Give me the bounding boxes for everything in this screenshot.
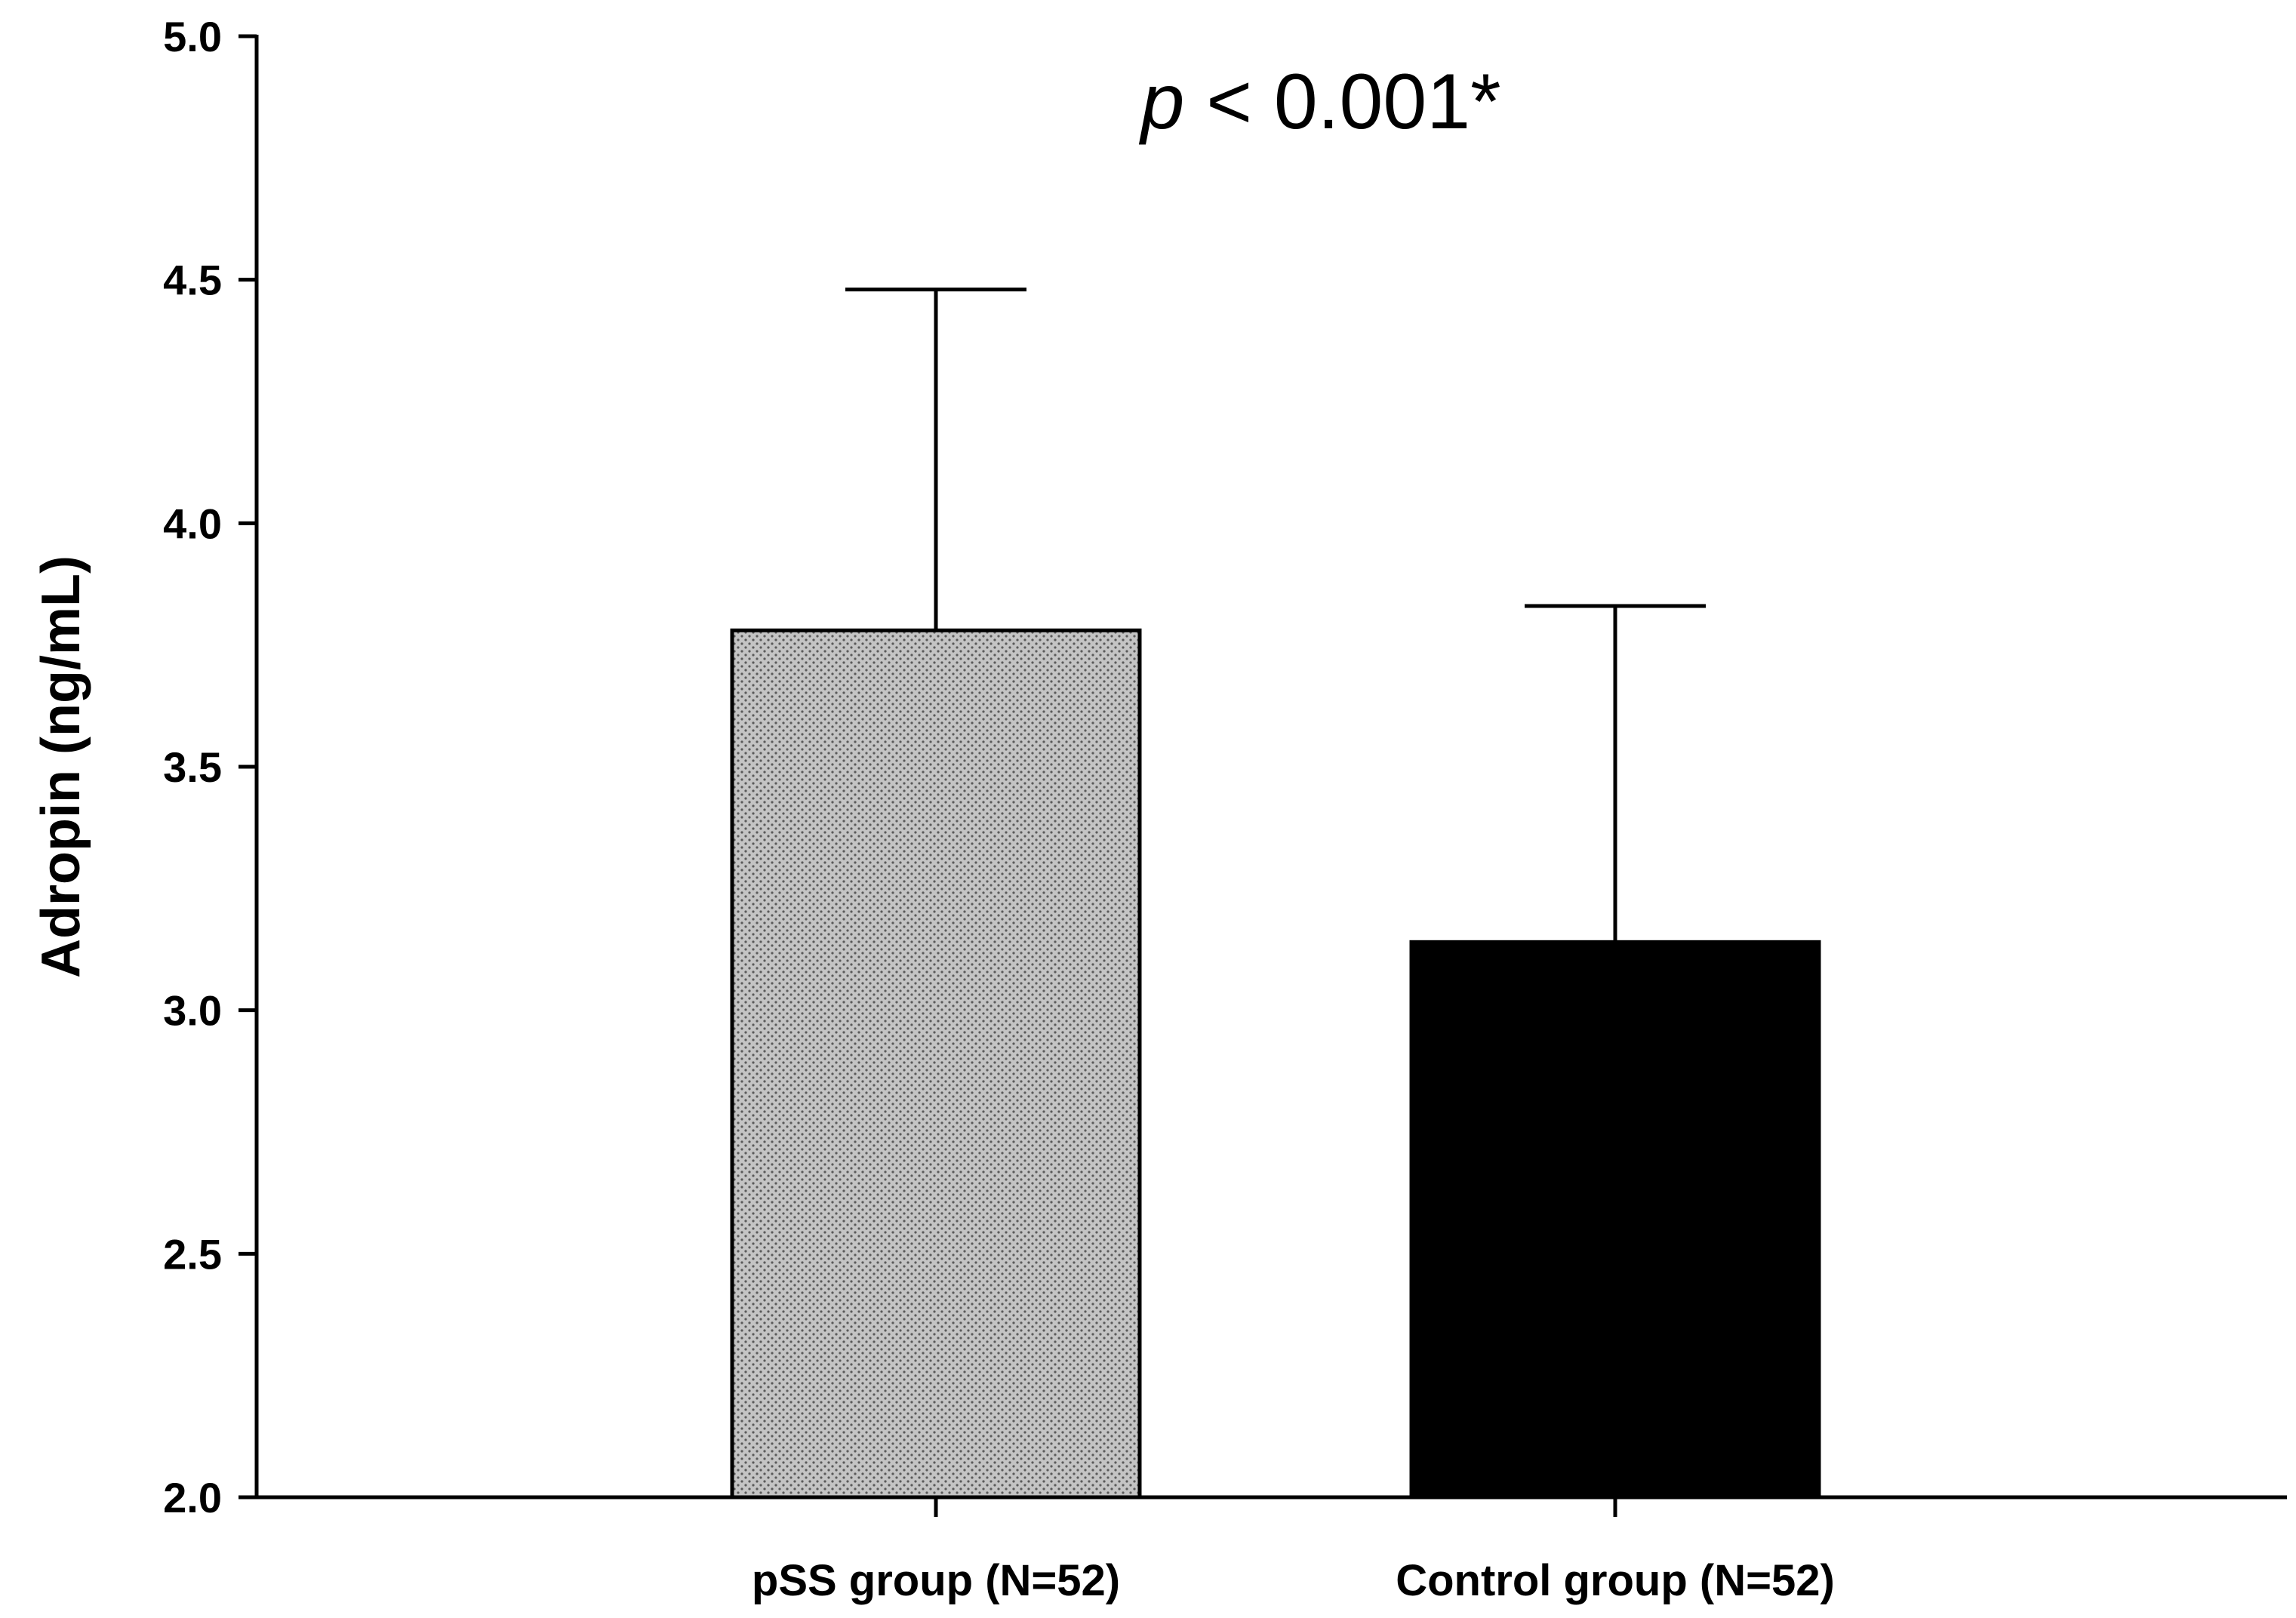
- y-tick-label: 3.5: [163, 743, 222, 791]
- y-ticks: 2.0 2.5 3.0 3.5 4.0 4.5 5.0: [163, 13, 257, 1521]
- annotation-p-symbol: p: [1138, 58, 1184, 146]
- y-tick-label: 2.5: [163, 1230, 222, 1278]
- x-category-label: pSS group (N=52): [752, 1556, 1120, 1605]
- y-tick-label: 2.0: [163, 1474, 222, 1521]
- annotation-value: < 0.001*: [1184, 58, 1500, 146]
- significance-annotation: p < 0.001*: [1138, 58, 1500, 146]
- bars-layer: [730, 628, 1821, 1500]
- y-axis-title: Adropin (ng/mL): [31, 555, 91, 978]
- y-tick-label: 3.0: [163, 987, 222, 1035]
- y-tick-label: 5.0: [163, 13, 222, 60]
- bar-control-group: [1409, 940, 1821, 1500]
- bar-pss-group: [730, 628, 1142, 1500]
- y-tick-label: 4.5: [163, 257, 222, 304]
- error-bars-layer: [845, 288, 1706, 943]
- x-ticks: pSS group (N=52) Control group (N=52): [752, 1497, 1835, 1605]
- y-tick-label: 4.0: [163, 500, 222, 547]
- x-category-label: Control group (N=52): [1396, 1556, 1835, 1605]
